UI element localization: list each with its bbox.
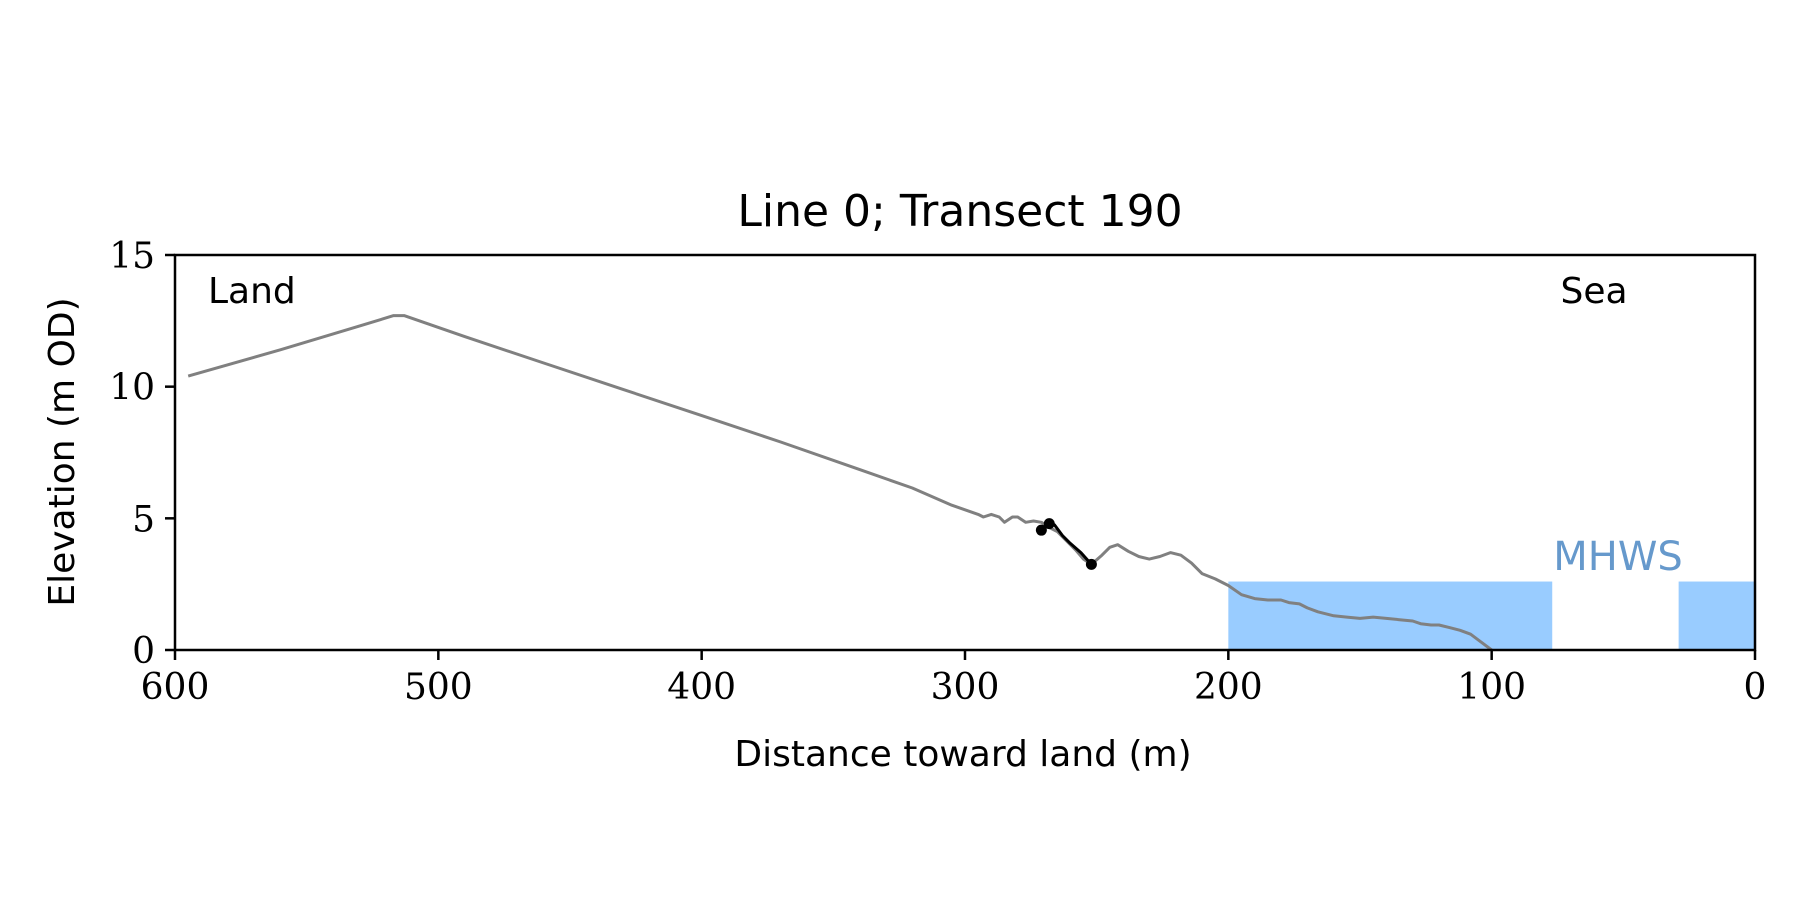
y-tick-label-5: 5 — [132, 499, 155, 540]
mhws-block-0 — [1228, 581, 1553, 650]
mhws-block-1 — [1678, 581, 1755, 650]
mhws-label: MHWS — [1553, 534, 1683, 580]
y-tick-label-15: 15 — [109, 236, 155, 277]
y-axis-label: Elevation (m OD) — [42, 297, 83, 606]
y-tick-label-0: 0 — [132, 631, 155, 672]
x-tick-label-500: 500 — [404, 667, 473, 708]
mhws-layer — [1228, 581, 1755, 650]
x-axis: 600 500 400 300 200 100 0 — [141, 650, 1767, 708]
x-tick-label-300: 300 — [931, 667, 1000, 708]
profile-layer — [187, 314, 1493, 652]
x-tick-label-600: 600 — [141, 667, 210, 708]
chart-title: Line 0; Transect 190 — [737, 186, 1182, 237]
x-tick-label-400: 400 — [667, 667, 736, 708]
x-tick-label-200: 200 — [1194, 667, 1263, 708]
measured-point-2 — [1085, 558, 1097, 570]
y-axis: 0 5 10 15 — [109, 236, 175, 672]
land-label: Land — [208, 271, 296, 312]
measured-point-0 — [1035, 524, 1047, 536]
measured-layer — [1035, 518, 1097, 570]
x-tick-label-0: 0 — [1744, 667, 1767, 708]
x-axis-label: Distance toward land (m) — [734, 734, 1191, 775]
sea-label: Sea — [1560, 271, 1627, 312]
profile-line — [187, 314, 1493, 652]
y-tick-label-10: 10 — [109, 368, 155, 409]
x-tick-label-100: 100 — [1457, 667, 1526, 708]
measured-point-1 — [1043, 518, 1055, 530]
plot-area — [173, 253, 1757, 652]
